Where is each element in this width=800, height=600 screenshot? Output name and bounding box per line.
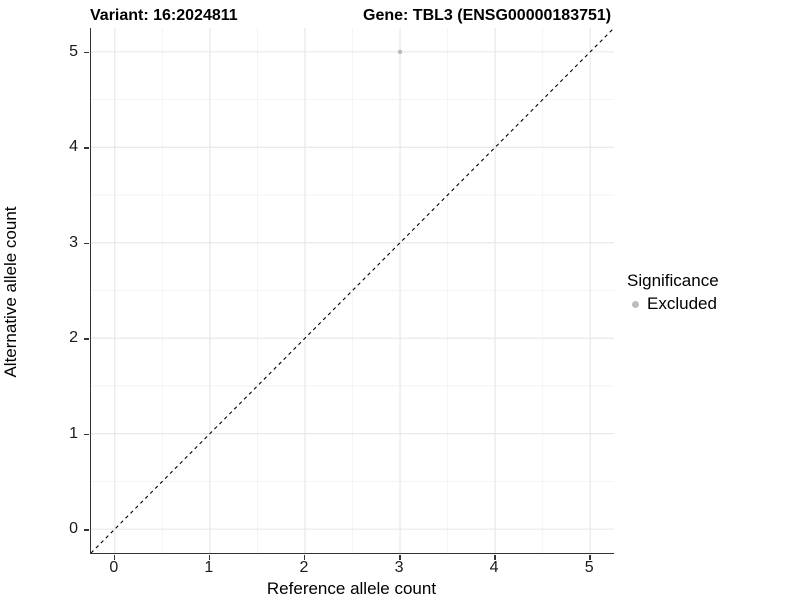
x-tick-label: 1 [204, 559, 214, 576]
y-tick-label: 2 [69, 329, 78, 347]
y-tick-label: 4 [69, 138, 78, 156]
x-tick-label: 5 [584, 559, 594, 576]
y-tick-mark [84, 51, 89, 54]
scatter-point [397, 49, 403, 55]
y-tick-mark [84, 338, 89, 340]
legend-title: Significance [627, 271, 719, 290]
gridlines-minor [91, 28, 614, 553]
y-tick-label: 1 [69, 424, 78, 442]
legend-point-icon [627, 296, 644, 313]
plot-title-variant: Variant: 16:2024811 [90, 7, 238, 24]
y-tick-mark [84, 433, 89, 436]
y-axis-title: Alternative allele count [1, 206, 20, 378]
x-axis-title: Reference allele count [266, 579, 437, 598]
x-tick-mark [399, 555, 401, 560]
legend-item-label: Excluded [647, 294, 717, 313]
y-tick-mark [84, 147, 89, 149]
gridlines-major [91, 28, 614, 553]
x-tick-label: 2 [299, 559, 309, 576]
x-tick-label: 4 [489, 559, 499, 576]
x-tick-label: 0 [109, 559, 119, 576]
identity-reference-line [91, 28, 614, 553]
scatter-plot [91, 28, 614, 553]
x-tick-mark [208, 555, 211, 560]
legend-dot-icon [632, 300, 639, 308]
y-tick-label: 0 [69, 520, 78, 538]
x-tick-label: 3 [394, 559, 404, 576]
legend-item: Excluded [627, 294, 719, 314]
y-tick-label: 5 [69, 42, 78, 60]
plot-title-gene: Gene: TBL3 (ENSG00000183751) [363, 7, 612, 24]
x-tick-mark [494, 555, 496, 560]
x-tick-mark [303, 555, 306, 560]
x-tick-mark [589, 555, 591, 560]
legend-items: Excluded [627, 294, 719, 314]
x-tick-mark [113, 555, 116, 560]
y-tick-label: 3 [69, 233, 78, 251]
legend: Significance Excluded [627, 271, 719, 314]
data-points [397, 49, 403, 55]
y-tick-mark [84, 242, 89, 245]
plot-panel [90, 28, 614, 554]
y-tick-mark [84, 529, 89, 531]
